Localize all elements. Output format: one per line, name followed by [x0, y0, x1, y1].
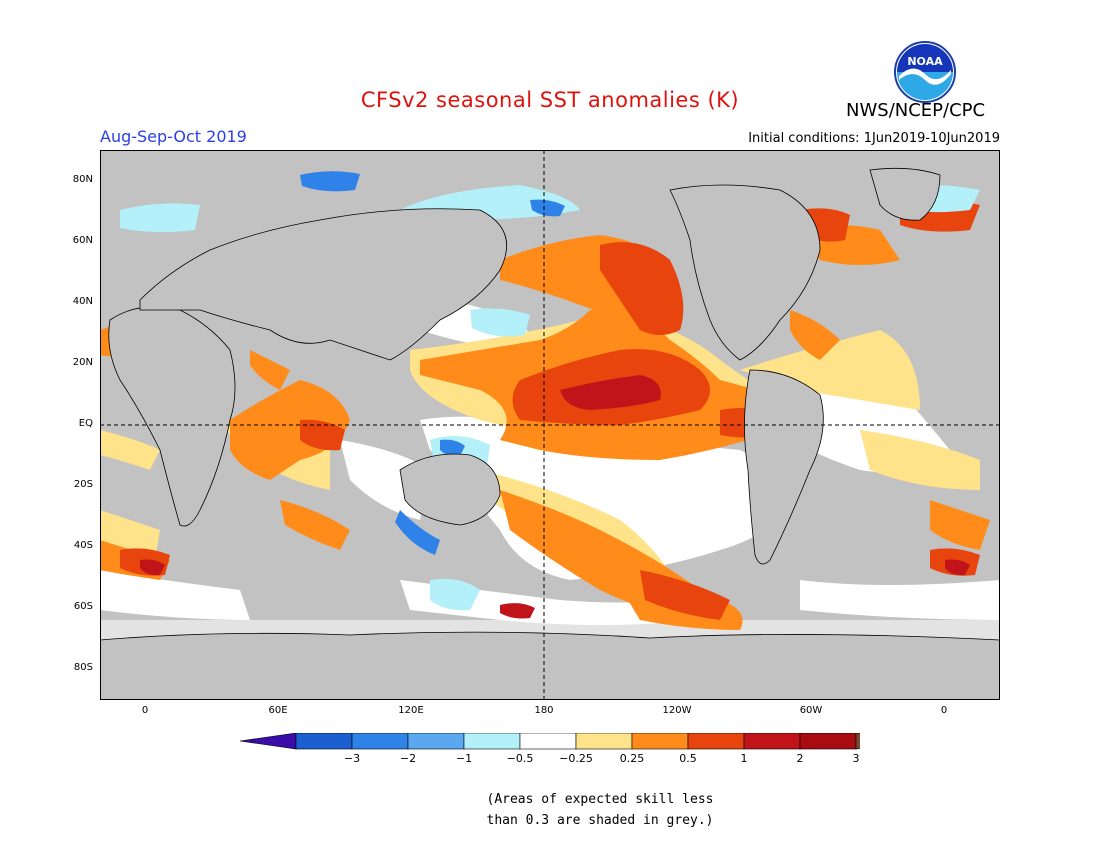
legend-tick-label: 0.25 — [619, 752, 645, 765]
legend-tick-label: −0.5 — [506, 752, 534, 765]
lat-label: 40S — [73, 540, 93, 551]
map-title: CFSv2 seasonal SST anomalies (K) — [360, 88, 740, 112]
legend-tick-label: −3 — [343, 752, 361, 765]
lat-label: 80N — [72, 174, 93, 185]
legend-swatch — [463, 733, 521, 750]
lat-label: EQ — [78, 418, 93, 429]
lon-label: 60E — [268, 705, 288, 716]
lon-label: 180 — [534, 705, 554, 716]
legend-tick-label: 3 — [852, 752, 860, 765]
land-masses — [100, 167, 1000, 700]
lon-label: 60W — [799, 705, 823, 716]
legend-tick-label: −2 — [399, 752, 417, 765]
season-label: Aug-Sep-Oct 2019 — [100, 127, 247, 146]
lat-label: 60N — [72, 235, 93, 246]
lon-label: 120E — [398, 705, 424, 716]
lon-label: 120W — [662, 705, 692, 716]
lat-label: 60S — [73, 601, 93, 612]
anomaly-2-3 — [140, 375, 970, 619]
legend-swatch — [295, 733, 353, 750]
lon-label: 0 — [940, 705, 948, 716]
legend-swatch — [799, 733, 857, 750]
footnote-line-2: than 0.3 are shaded in grey.) — [486, 813, 714, 828]
logo-text: NOAA — [907, 55, 943, 68]
noaa-logo: NOAA — [894, 41, 956, 103]
lat-label: 20S — [73, 479, 93, 490]
legend-swatch — [575, 733, 633, 750]
legend-swatch — [743, 733, 801, 750]
legend-arrow-low — [240, 733, 297, 750]
legend-swatch — [351, 733, 409, 750]
center-label: NWS/NCEP/CPC — [846, 100, 986, 121]
legend-swatch — [631, 733, 689, 750]
legend-tick-label: 1 — [740, 752, 748, 765]
legend-tick-label: −1 — [455, 752, 473, 765]
anomaly-neg-1-neg-0.5 — [300, 171, 565, 555]
lat-label: 80S — [73, 662, 93, 673]
legend-tick-label: 0.5 — [679, 752, 697, 765]
footnote-line-1: (Areas of expected skill less — [486, 792, 714, 807]
lon-label: 0 — [141, 705, 149, 716]
legend-tick-label: 2 — [796, 752, 804, 765]
color-legend-bar — [240, 733, 860, 750]
legend-swatch — [519, 733, 577, 750]
legend-tick-label: −0.25 — [559, 752, 593, 765]
legend-swatch — [407, 733, 465, 750]
lat-label: 40N — [72, 296, 93, 307]
lat-label: 20N — [72, 357, 93, 368]
initial-conditions-label: Initial conditions: 1Jun2019-10Jun2019 — [748, 131, 1000, 146]
legend-swatch — [687, 733, 745, 750]
legend-arrow-high — [855, 733, 860, 750]
sst-anomaly-map — [100, 150, 1000, 700]
